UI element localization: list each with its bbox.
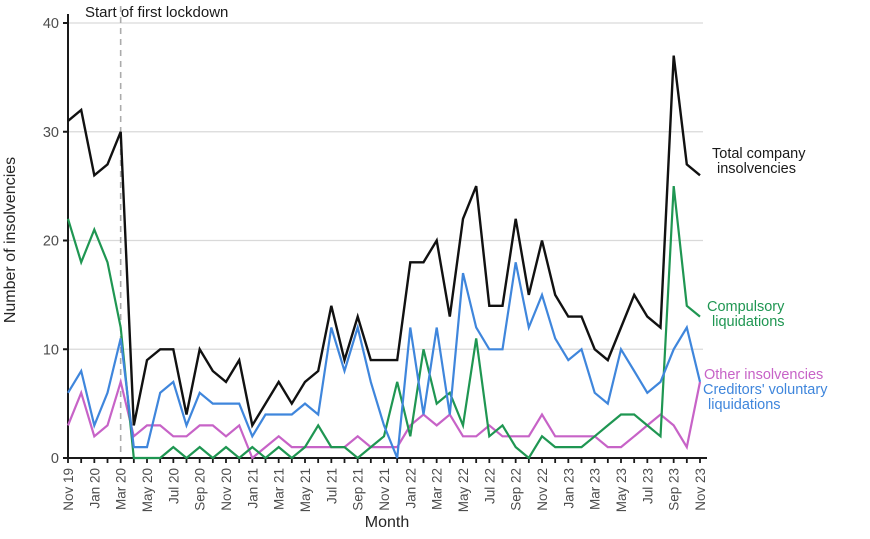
x-tick-label: May 22 [456, 468, 471, 512]
series-label-creditors-voluntary-liquidations: Creditors' voluntary [703, 382, 828, 398]
series-label-compulsory-liquidations: liquidations [712, 314, 785, 330]
x-tick-label: Jul 20 [166, 468, 181, 504]
x-tick-label: Jan 23 [561, 468, 576, 509]
y-tick-label-40: 40 [43, 16, 59, 32]
x-tick-label: Nov 20 [219, 468, 234, 511]
x-tick-label: Sep 21 [351, 468, 366, 511]
y-tick-label-30: 30 [43, 125, 59, 141]
series-line-total-company-insolvencies [67, 55, 701, 429]
x-tick-label: Jul 21 [324, 468, 339, 504]
series-line-compulsory-liquidations [66, 185, 701, 460]
x-tick-label: Jan 21 [245, 468, 260, 509]
x-tick-label: May 20 [140, 468, 155, 512]
x-tick-label: Nov 21 [377, 468, 392, 511]
y-tick-label-0: 0 [51, 451, 59, 467]
x-tick-label: Nov 19 [61, 468, 76, 511]
y-tick-label-10: 10 [43, 342, 59, 358]
x-axis-title: Month [365, 514, 409, 531]
series-label-creditors-voluntary-liquidations: liquidations [708, 397, 781, 413]
x-tick-label: Nov 23 [693, 468, 708, 511]
x-tick-label: Mar 23 [588, 468, 603, 510]
series-line-other-insolvencies [66, 377, 702, 460]
x-tick-label: Mar 22 [430, 468, 445, 510]
y-tick-label-20: 20 [43, 234, 59, 250]
x-tick-label: Jan 22 [403, 468, 418, 509]
series-label-other-insolvencies: Other insolvencies [704, 367, 823, 383]
x-tick-label: May 21 [298, 468, 313, 512]
x-tick-label: Sep 20 [193, 468, 208, 511]
series-label-compulsory-liquidations: Compulsory [707, 299, 785, 315]
series-line-creditors-voluntary-liquidations [67, 262, 702, 459]
x-tick-label: Sep 22 [509, 468, 524, 511]
lockdown-annotation: Start of first lockdown [85, 4, 228, 21]
series-label-total-company-insolvencies: insolvencies [717, 161, 796, 177]
x-tick-label: Jan 20 [87, 468, 102, 509]
series-label-total-company-insolvencies: Total company [712, 146, 806, 162]
x-tick-label: Mar 21 [272, 468, 287, 510]
x-tick-label: May 23 [614, 468, 629, 512]
x-tick-label: Mar 20 [114, 468, 129, 510]
x-tick-label: Sep 23 [667, 468, 682, 511]
x-tick-label: Jul 23 [640, 468, 655, 504]
x-tick-label: Nov 22 [535, 468, 550, 511]
y-axis-title: Number of insolvencies [2, 157, 19, 323]
x-tick-label: Jul 22 [482, 468, 497, 504]
